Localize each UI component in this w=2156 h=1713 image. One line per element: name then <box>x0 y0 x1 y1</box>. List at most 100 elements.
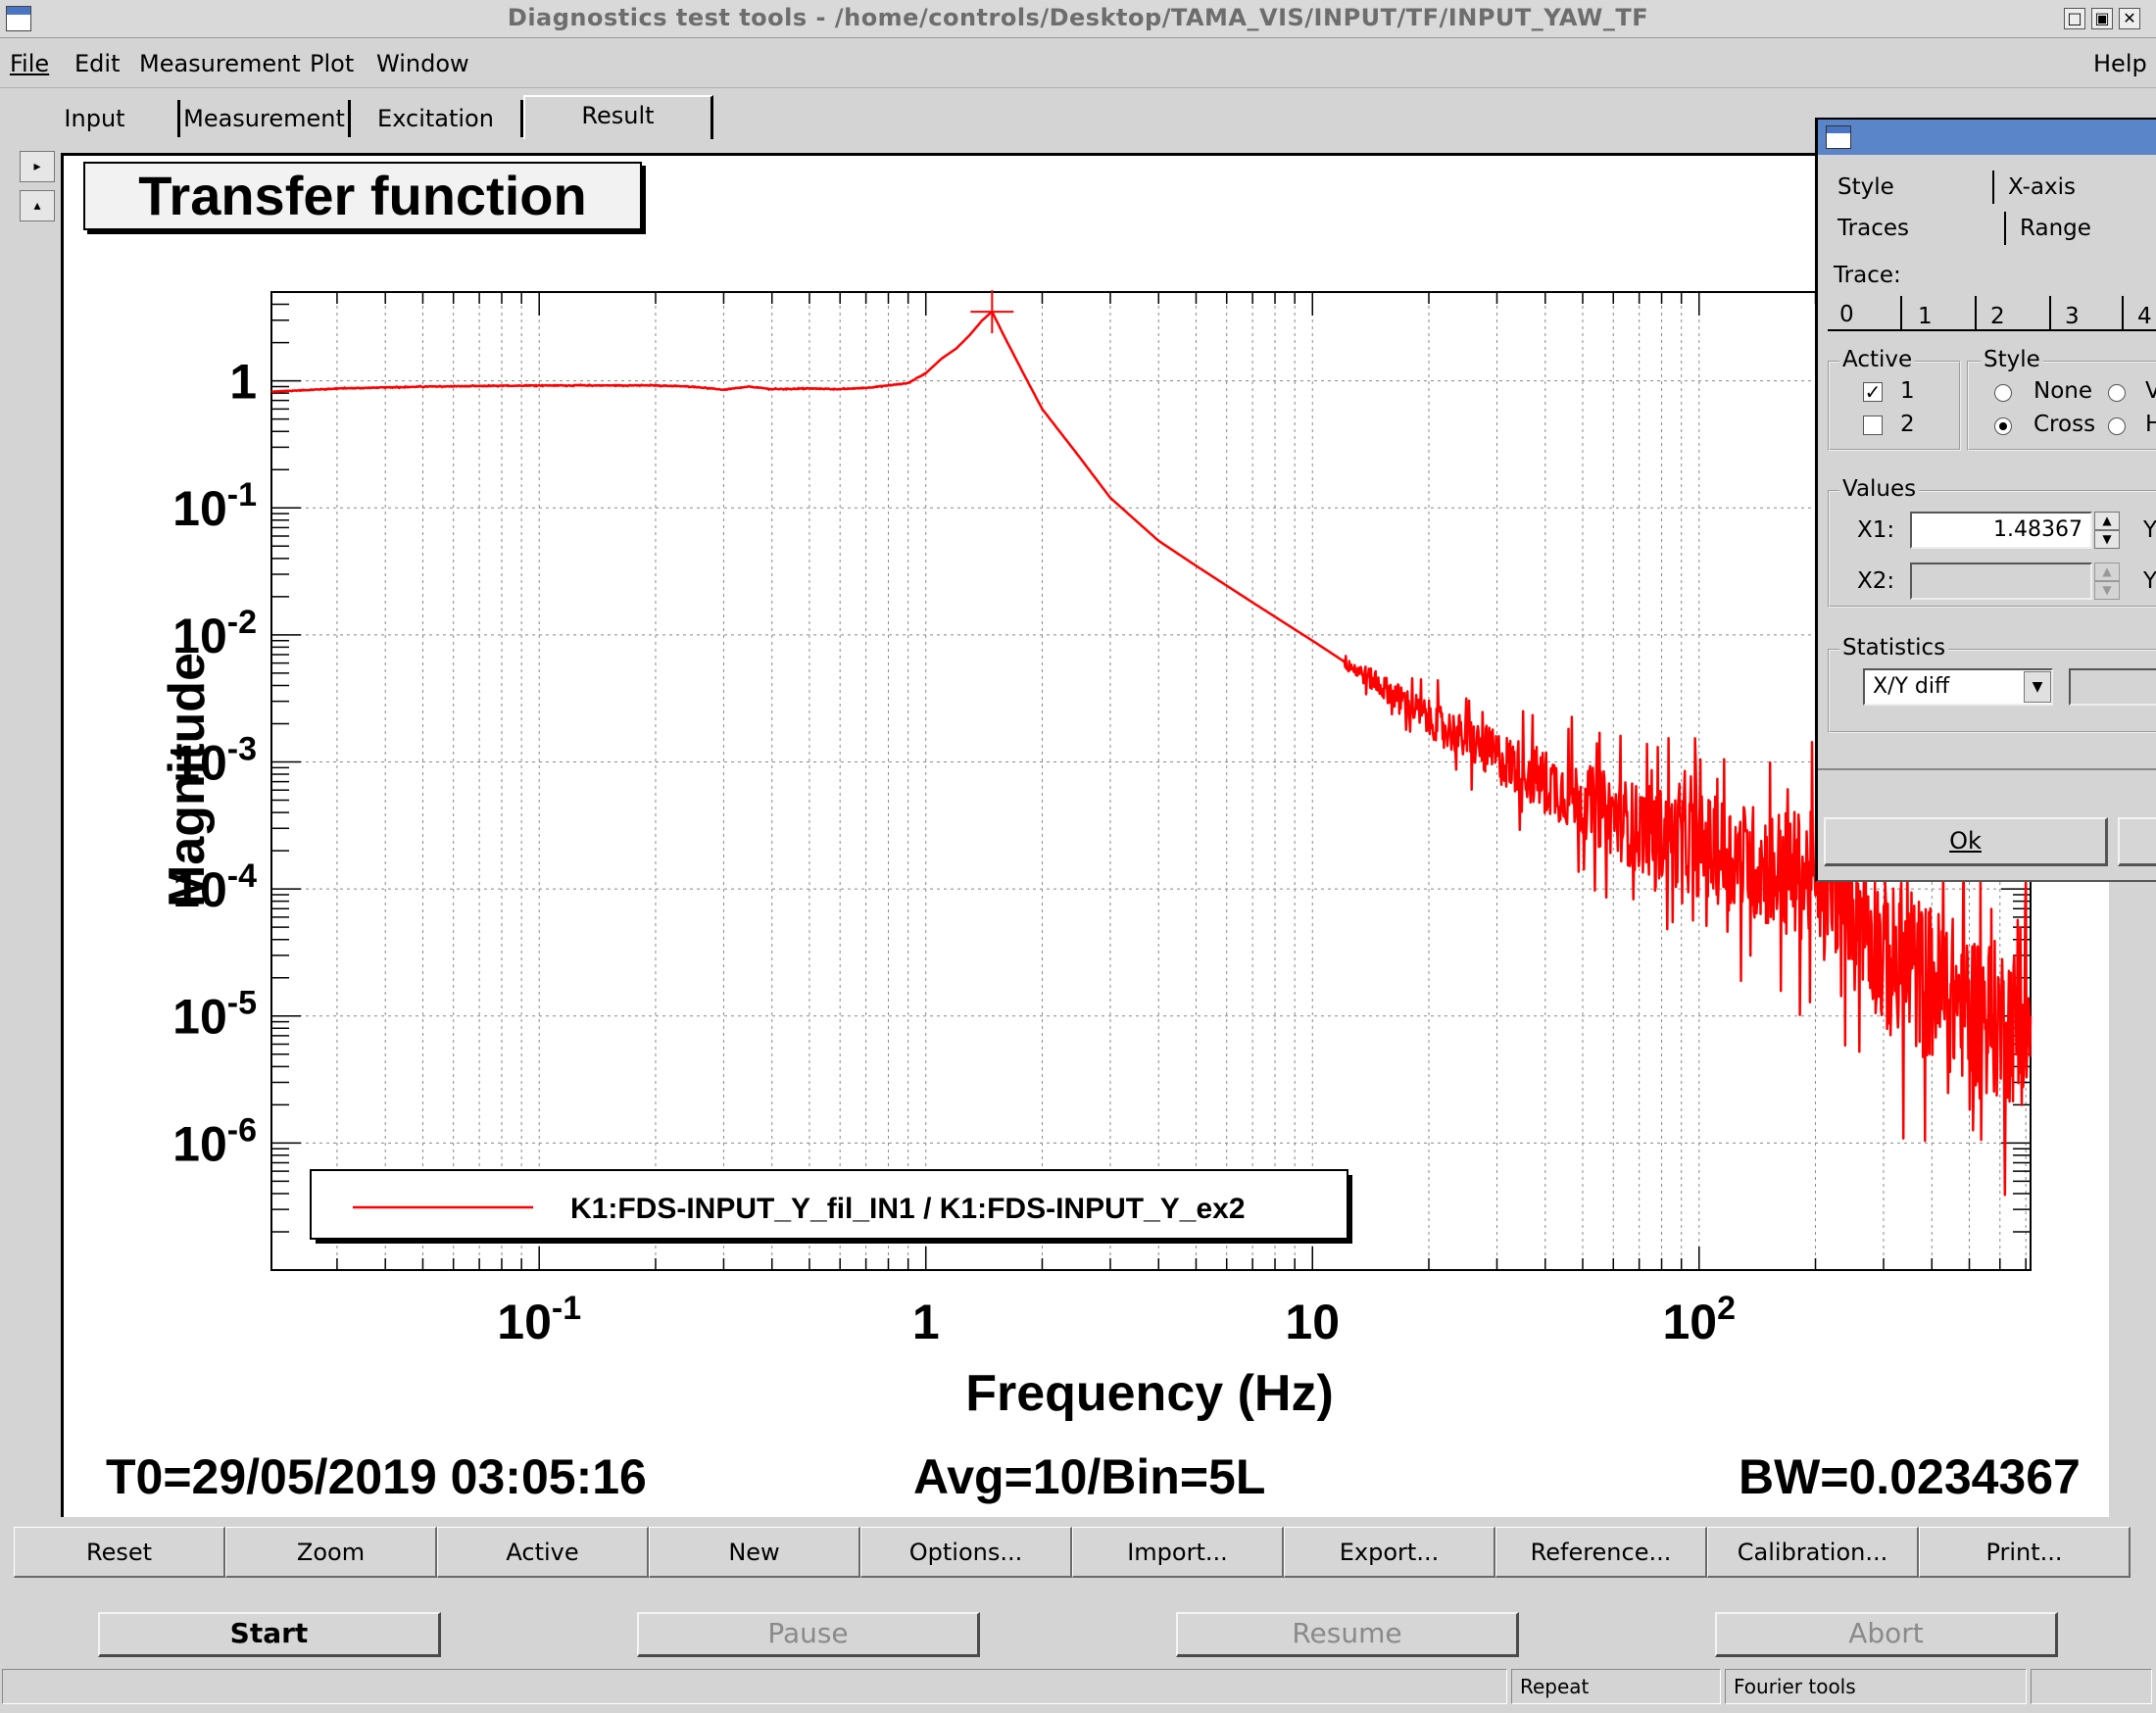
x-tick-base: 10 <box>1285 1295 1340 1349</box>
app-icon[interactable] <box>6 6 31 31</box>
x2-spin-up-icon[interactable]: ▲ <box>2094 563 2120 581</box>
style-radio-h[interactable] <box>2108 417 2126 435</box>
menu-edit[interactable]: Edit <box>74 50 121 77</box>
y-tick-exponent: -6 <box>227 1111 257 1149</box>
start-button[interactable]: Start <box>98 1612 441 1657</box>
trace-0-line <box>270 310 2033 1197</box>
menu-bar: File Edit Measurement Plot Window Help <box>0 38 2156 88</box>
style-group-label: Style <box>1981 347 2043 372</box>
style-group <box>1967 361 2156 451</box>
statistics-value-field <box>2069 668 2156 706</box>
dialog-ok-button[interactable]: Ok <box>1824 817 2108 866</box>
transfer-function-chart[interactable]: 110-110-210-310-410-510-6 10-1 1 10 102 Fre… <box>61 153 2109 1517</box>
statistics-dropdown-icon[interactable]: ▼ <box>2024 671 2051 703</box>
trace-tab-4[interactable]: 4 <box>2137 304 2152 329</box>
active-label-1: 1 <box>1900 378 1915 404</box>
y-tick-exponent: -3 <box>227 730 257 767</box>
tab-measurement[interactable]: Measurement <box>180 100 351 137</box>
y-tick-base: 10 <box>172 862 227 917</box>
style-label-none: None <box>2034 378 2093 404</box>
pause-button[interactable]: Pause <box>637 1612 980 1657</box>
y-tick-base: 10 <box>172 481 227 536</box>
import-button[interactable]: Import... <box>1072 1527 1284 1578</box>
expand-right-icon[interactable]: ▸ <box>20 151 55 182</box>
status-extra <box>2031 1669 2152 1704</box>
y2-label: Y <box>2143 568 2156 594</box>
dialog-title-bar[interactable] <box>1818 120 2156 155</box>
trace-tab-1[interactable]: 1 <box>1918 304 1933 329</box>
active-checkbox-1[interactable]: ✓ <box>1863 380 1883 404</box>
window-title-bar: Diagnostics test tools - /home/controls/… <box>0 0 2156 38</box>
plot-panel[interactable] <box>61 153 2109 1517</box>
statistics-select[interactable]: X/Y diff <box>1863 668 2053 706</box>
trace-tab-2[interactable]: 2 <box>1990 304 2005 329</box>
close-icon[interactable]: ✕ <box>2119 8 2140 29</box>
t0-info: T0=29/05/2019 03:05:16 <box>106 1449 647 1504</box>
expand-up-icon[interactable]: ▴ <box>20 190 55 221</box>
style-radio-v[interactable] <box>2108 384 2126 402</box>
x2-spin-down-icon[interactable]: ▼ <box>2094 581 2120 600</box>
print-button[interactable]: Print... <box>1919 1527 2131 1578</box>
status-repeat: Repeat <box>1511 1669 1721 1704</box>
new-button[interactable]: New <box>649 1527 860 1578</box>
x1-spin-up-icon[interactable]: ▲ <box>2094 512 2120 530</box>
menu-measurement[interactable]: Measurement <box>139 50 301 77</box>
tab-input[interactable]: Input <box>12 100 180 137</box>
dialog-tab-traces[interactable]: Traces <box>1838 216 1909 241</box>
x1-spin-down-icon[interactable]: ▼ <box>2094 530 2120 549</box>
status-fourier-tools: Fourier tools <box>1725 1669 2027 1704</box>
options-button[interactable]: Options... <box>860 1527 1072 1578</box>
y1-label: Y <box>2143 517 2156 543</box>
dialog-second-button[interactable] <box>2118 817 2156 866</box>
x-tick-label: 102 <box>1662 1290 1736 1349</box>
style-label-h: H <box>2145 412 2156 437</box>
bw-info: BW=0.0234367 <box>1739 1449 2081 1504</box>
x2-input[interactable] <box>1910 563 2092 600</box>
trace-label: Trace: <box>1834 263 1901 288</box>
tab-result[interactable]: Result <box>523 95 713 139</box>
dialog-ok-label: Ok <box>1949 827 1982 855</box>
x-axis-label: Frequency (Hz) <box>965 1365 1334 1422</box>
avg-info: Avg=10/Bin=5L <box>913 1449 1266 1504</box>
reference-button[interactable]: Reference... <box>1495 1527 1707 1578</box>
style-radio-cross[interactable] <box>1994 417 2012 435</box>
y-tick-base: 10 <box>172 609 227 663</box>
x1-input[interactable]: 1.48367 <box>1910 512 2092 549</box>
y-tick-label: 10-3 <box>172 730 257 790</box>
dialog-icon[interactable] <box>1826 125 1851 149</box>
active-button[interactable]: Active <box>437 1527 649 1578</box>
y-tick-exponent: -4 <box>227 857 257 895</box>
values-group-label: Values <box>1839 476 1920 502</box>
reset-button[interactable]: Reset <box>14 1527 225 1578</box>
menu-plot[interactable]: Plot <box>310 50 355 77</box>
legend-entry: K1:FDS-INPUT_Y_fil_IN1 / K1:FDS-INPUT_Y_… <box>570 1193 1246 1225</box>
minimize-icon[interactable]: □ <box>2064 8 2085 29</box>
trace-tab-0[interactable]: 0 <box>1839 302 1854 327</box>
menu-file[interactable]: File <box>10 50 50 77</box>
x-tick-exponent: 2 <box>1717 1290 1736 1327</box>
y-axis-label: Magnitude <box>159 653 216 907</box>
tab-excitation[interactable]: Excitation <box>351 100 523 137</box>
menu-window[interactable]: Window <box>376 50 469 77</box>
maximize-icon[interactable]: ▣ <box>2091 8 2113 29</box>
x1-label: X1: <box>1857 517 1895 543</box>
export-button[interactable]: Export... <box>1284 1527 1495 1578</box>
y-tick-label: 10-5 <box>172 985 257 1045</box>
calibration-button[interactable]: Calibration... <box>1707 1527 1919 1578</box>
dialog-tab-x-axis[interactable]: X-axis <box>2008 174 2076 200</box>
window-title: Diagnostics test tools - /home/controls/… <box>507 4 1649 31</box>
trace-options-dialog[interactable]: Style X-axis Traces Range Trace: 0 1 2 3… <box>1815 118 2156 882</box>
dialog-tab-range[interactable]: Range <box>2020 216 2091 241</box>
resume-button[interactable]: Resume <box>1176 1612 1519 1657</box>
trace-tab-3[interactable]: 3 <box>2065 304 2080 329</box>
y-tick-label: 10-6 <box>172 1111 257 1171</box>
abort-button[interactable]: Abort <box>1715 1612 2058 1657</box>
active-checkbox-2[interactable] <box>1863 416 1883 435</box>
style-radio-none[interactable] <box>1994 384 2012 402</box>
status-main <box>2 1669 1507 1704</box>
y-tick-label: 1 <box>229 355 257 410</box>
menu-help[interactable]: Help <box>2093 50 2147 77</box>
y-tick-label: 10-1 <box>172 476 257 536</box>
zoom-button[interactable]: Zoom <box>225 1527 437 1578</box>
dialog-tab-style[interactable]: Style <box>1838 174 1894 200</box>
